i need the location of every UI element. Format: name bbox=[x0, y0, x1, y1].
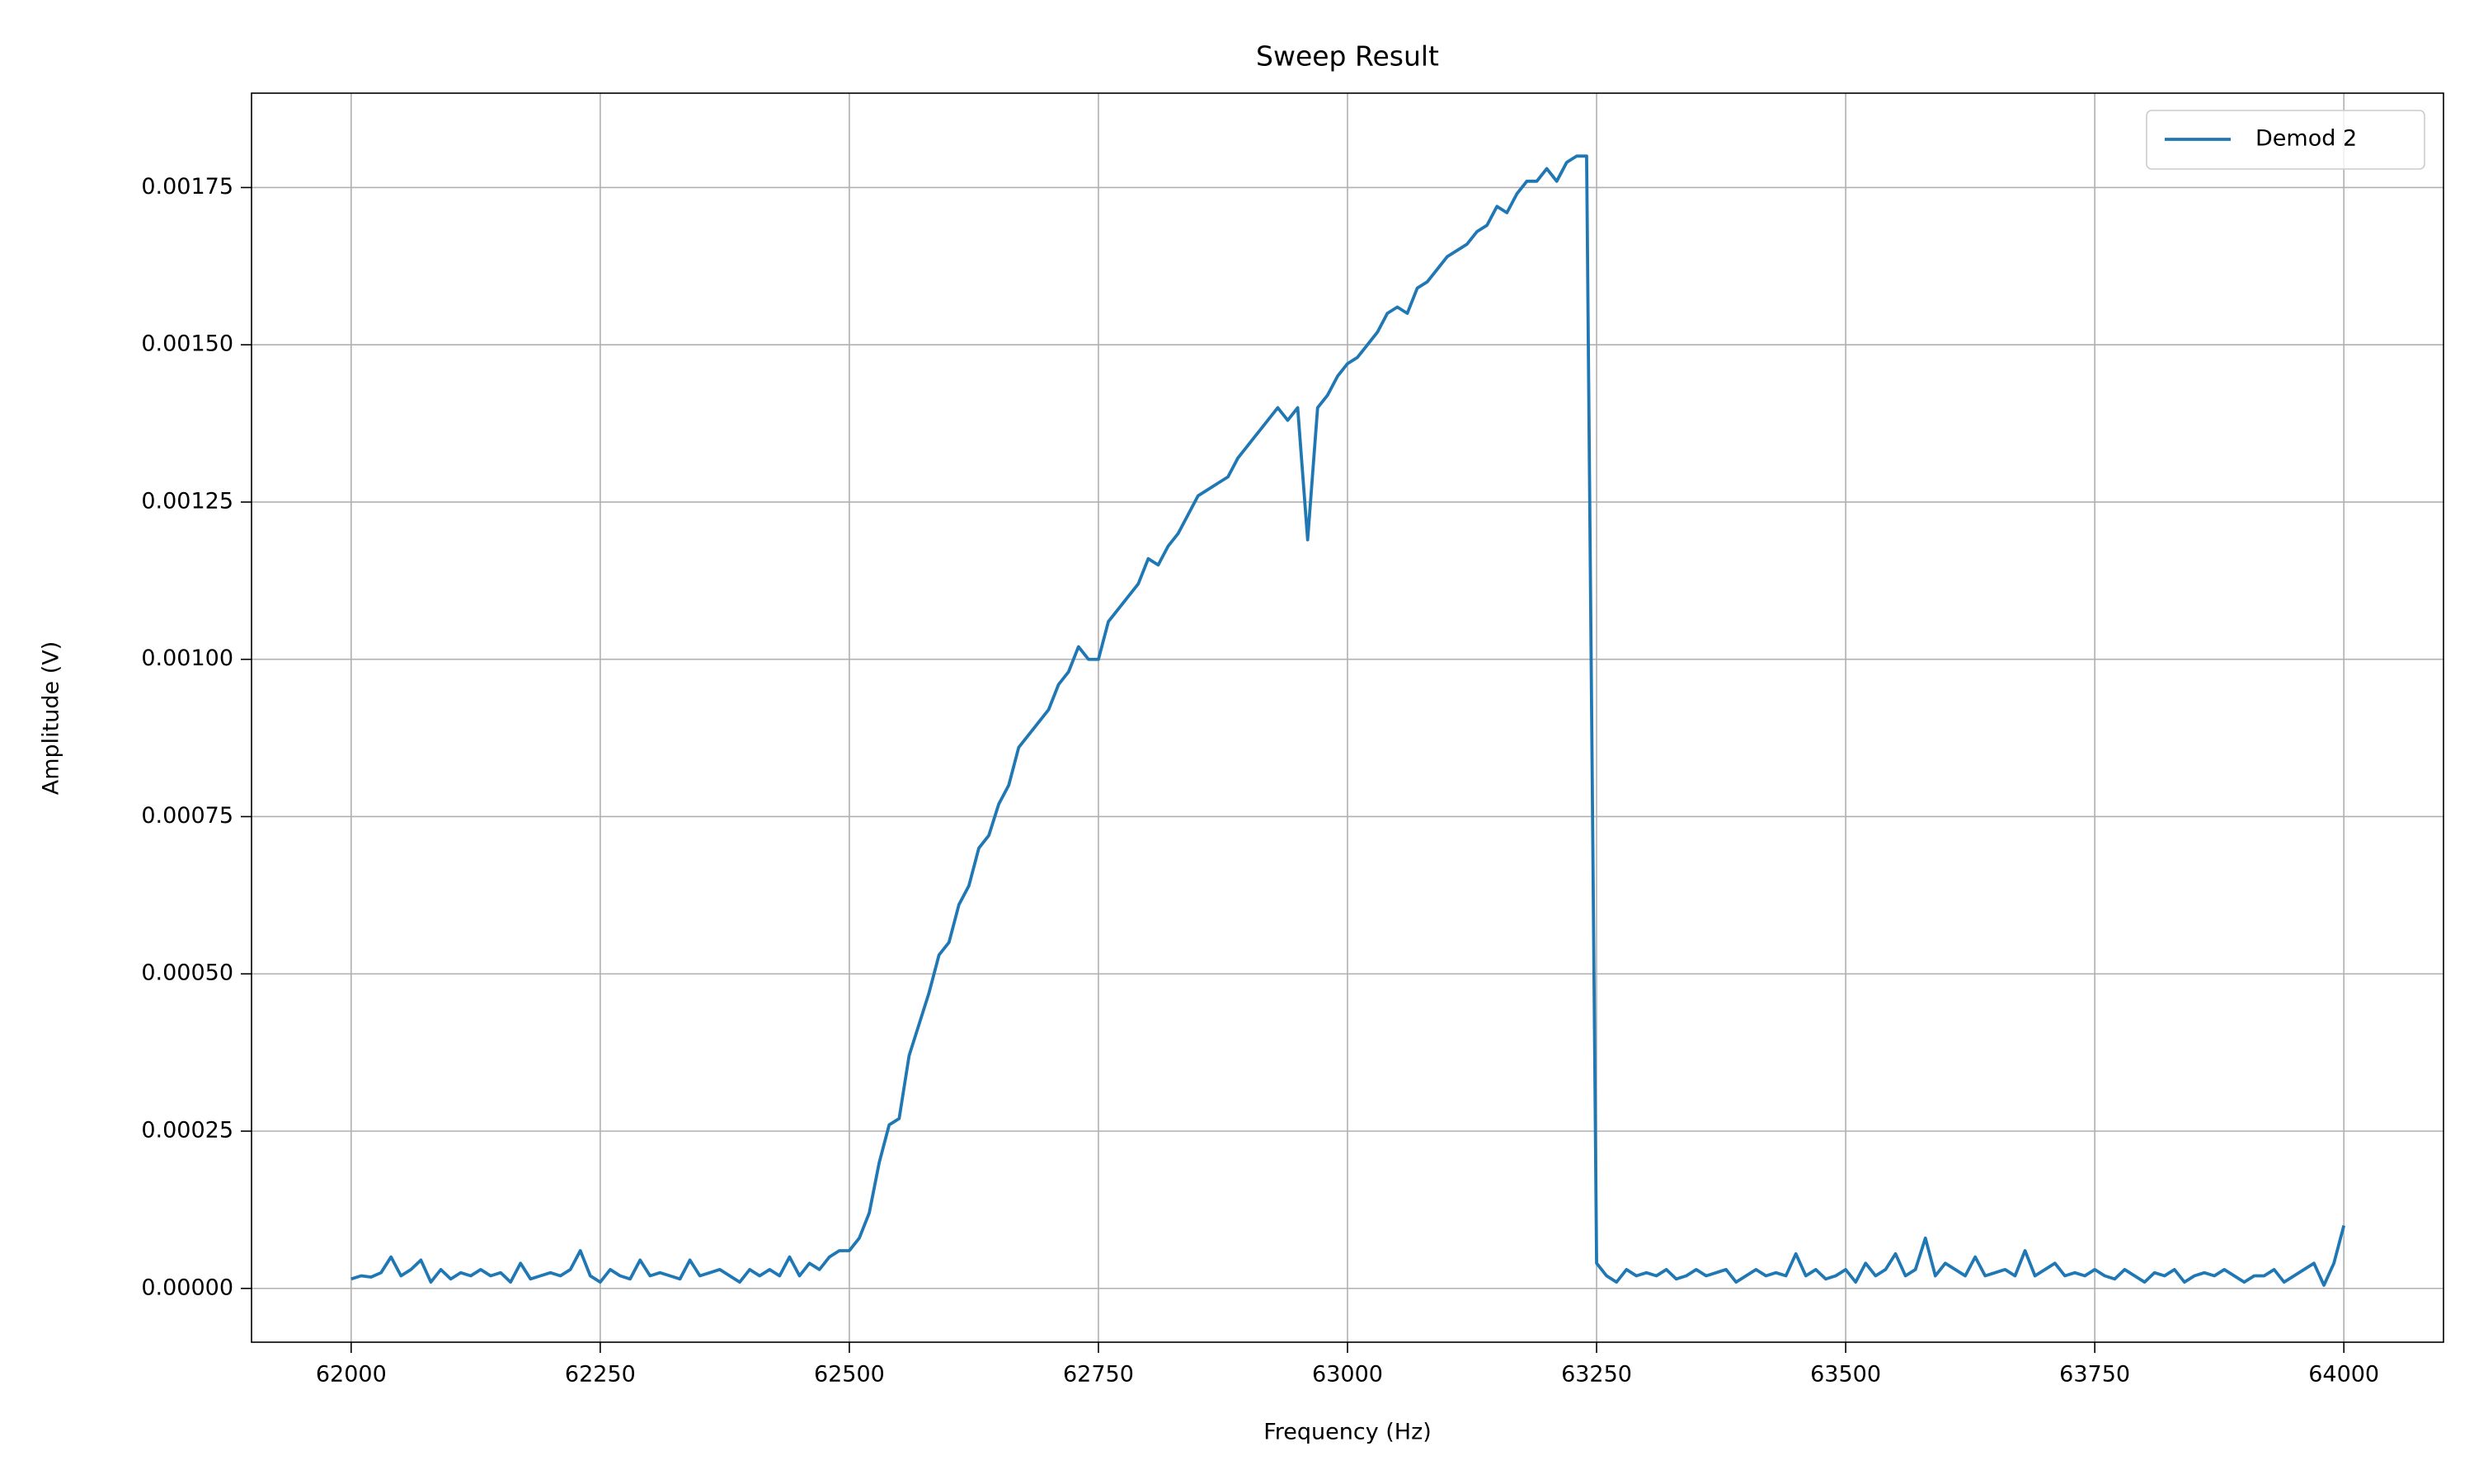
x-tick-label: 62000 bbox=[316, 1362, 387, 1388]
y-tick-label: 0.00025 bbox=[141, 1118, 233, 1144]
x-axis-label: Frequency (Hz) bbox=[1263, 1420, 1432, 1445]
chart-title: Sweep Result bbox=[1256, 40, 1439, 73]
x-tick-label: 62500 bbox=[814, 1362, 885, 1388]
x-tick-label: 63250 bbox=[1561, 1362, 1632, 1388]
y-tick-label: 0.00150 bbox=[141, 331, 233, 357]
x-tick-label: 62750 bbox=[1063, 1362, 1134, 1388]
x-tick-label: 63000 bbox=[1312, 1362, 1383, 1388]
y-tick-label: 0.00000 bbox=[141, 1275, 233, 1300]
y-tick-label: 0.00100 bbox=[141, 646, 233, 671]
x-tick-label: 64000 bbox=[2308, 1362, 2379, 1388]
legend-label: Demod 2 bbox=[2255, 126, 2357, 152]
y-axis-label: Amplitude (V) bbox=[39, 641, 64, 795]
plot-frame bbox=[251, 92, 2444, 1343]
x-tick-label: 63750 bbox=[2059, 1362, 2130, 1388]
x-tick-label: 62250 bbox=[565, 1362, 636, 1388]
y-tick-label: 0.00175 bbox=[141, 174, 233, 200]
x-tick-label: 63500 bbox=[1810, 1362, 1881, 1388]
y-tick-label: 0.00075 bbox=[141, 803, 233, 829]
y-tick-label: 0.00050 bbox=[141, 960, 233, 986]
legend-box bbox=[2146, 110, 2425, 170]
data-line bbox=[350, 154, 2346, 1287]
y-tick-label: 0.00125 bbox=[141, 488, 233, 514]
